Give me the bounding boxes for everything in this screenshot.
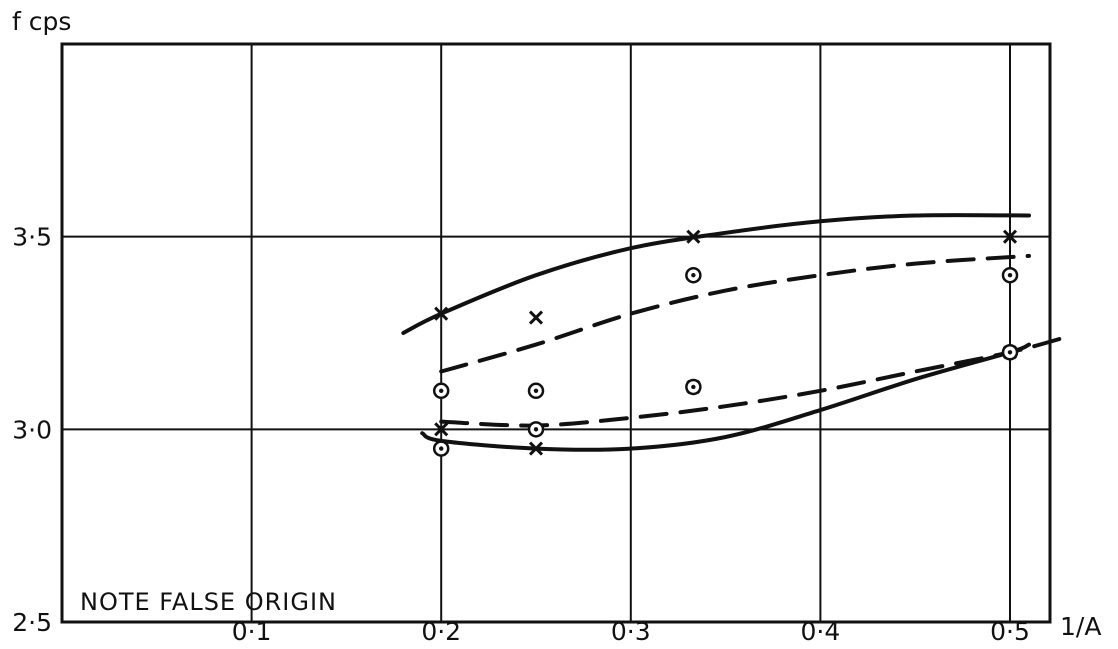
y-tick-label: 2·5: [12, 608, 52, 637]
x-marker: [528, 310, 544, 325]
x-marker: [686, 229, 701, 244]
circle-dot-marker: [527, 421, 545, 438]
circle-dot-marker: [432, 382, 450, 400]
x-tick-label: 0·1: [232, 617, 272, 646]
circle-dot-marker: [685, 266, 702, 284]
x-marker: [1002, 229, 1018, 244]
circle-dot-marker: [1001, 266, 1019, 284]
x-tick-label: 0·4: [801, 617, 841, 646]
y-tick-label: 3·5: [12, 223, 52, 252]
false-origin-note: NOTE FALSE ORIGIN: [80, 588, 337, 616]
circle-dot-marker: [432, 440, 450, 457]
circle-dot-marker: [1001, 344, 1019, 361]
solid-curve: [401, 213, 1031, 335]
curves: [401, 213, 1069, 452]
x-marker: [528, 441, 544, 456]
x-tick-label: 0·2: [421, 617, 461, 646]
x-tick-label: 0·5: [990, 617, 1030, 646]
grid: [62, 44, 1050, 622]
x-tick-label: 0·3: [611, 617, 651, 646]
dashed-curve: [439, 334, 1069, 428]
plot-frame: [60, 42, 1052, 624]
tick-labels: 0·1 0·2 0·3 0·4 0·5 2·5 3·0 3·5: [12, 223, 1030, 646]
solid-curve: [420, 342, 1031, 452]
y-axis-label: f cps: [12, 7, 71, 36]
circle-dot-marker: [527, 382, 545, 400]
y-tick-label: 3·0: [12, 415, 52, 444]
x-marker: [434, 422, 449, 437]
dashed-curve: [439, 253, 1031, 374]
markers: [432, 229, 1019, 457]
circle-dot-marker: [685, 378, 702, 396]
x-marker: [434, 306, 449, 321]
x-axis-label: 1/A: [1060, 612, 1101, 641]
